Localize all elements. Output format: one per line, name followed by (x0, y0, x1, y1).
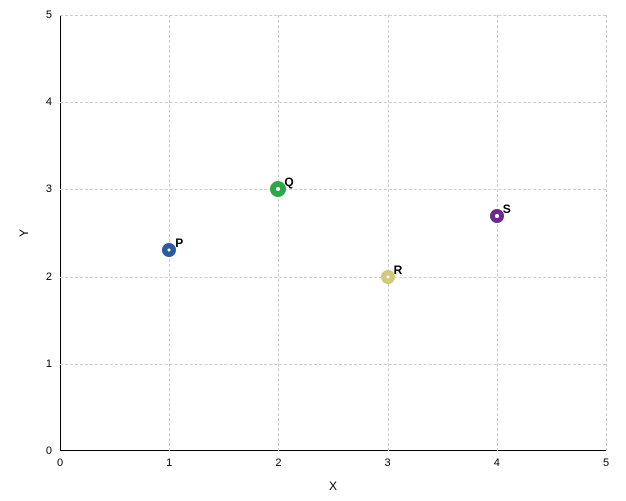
x-tick-label: 0 (57, 457, 63, 469)
grid-line-h (60, 364, 606, 365)
y-axis-title: Y (17, 229, 31, 237)
x-tick-label: 5 (603, 457, 609, 469)
x-axis-title: X (329, 479, 337, 493)
grid-line-v (606, 15, 607, 451)
scatter-chart: 0 1 2 3 4 5 0 1 2 3 4 5 P Q R S X Y (0, 0, 626, 501)
grid-line-v (278, 15, 279, 451)
y-tick-label: 0 (46, 445, 60, 457)
y-tick-label: 5 (46, 9, 60, 21)
y-axis-line (60, 15, 61, 451)
grid-line-h (60, 102, 606, 103)
data-point-label: R (394, 263, 403, 277)
data-point-inner (495, 214, 499, 218)
grid-line-v (388, 15, 389, 451)
data-point (381, 270, 395, 284)
x-tick-label: 4 (494, 457, 500, 469)
data-point-inner (168, 249, 171, 252)
grid-line-h (60, 15, 606, 16)
data-point-label: P (175, 236, 183, 250)
grid-line-h (60, 189, 606, 190)
x-tick-label: 2 (275, 457, 281, 469)
x-tick-label: 3 (385, 457, 391, 469)
data-point-label: S (503, 202, 511, 216)
y-tick-label: 3 (46, 183, 60, 195)
plot-area: 012345012345PQRS (60, 15, 606, 451)
data-point-inner (276, 187, 280, 191)
grid-line-v (497, 15, 498, 451)
data-point-inner (386, 275, 389, 278)
data-point (490, 209, 504, 223)
x-axis-line (60, 450, 606, 451)
x-tick-label: 1 (166, 457, 172, 469)
grid-line-v (169, 15, 170, 451)
data-point-label: Q (284, 175, 293, 189)
grid-line-h (60, 277, 606, 278)
y-tick-label: 1 (46, 358, 60, 370)
data-point (162, 243, 176, 257)
y-tick-label: 2 (46, 271, 60, 283)
y-tick-label: 4 (46, 96, 60, 108)
